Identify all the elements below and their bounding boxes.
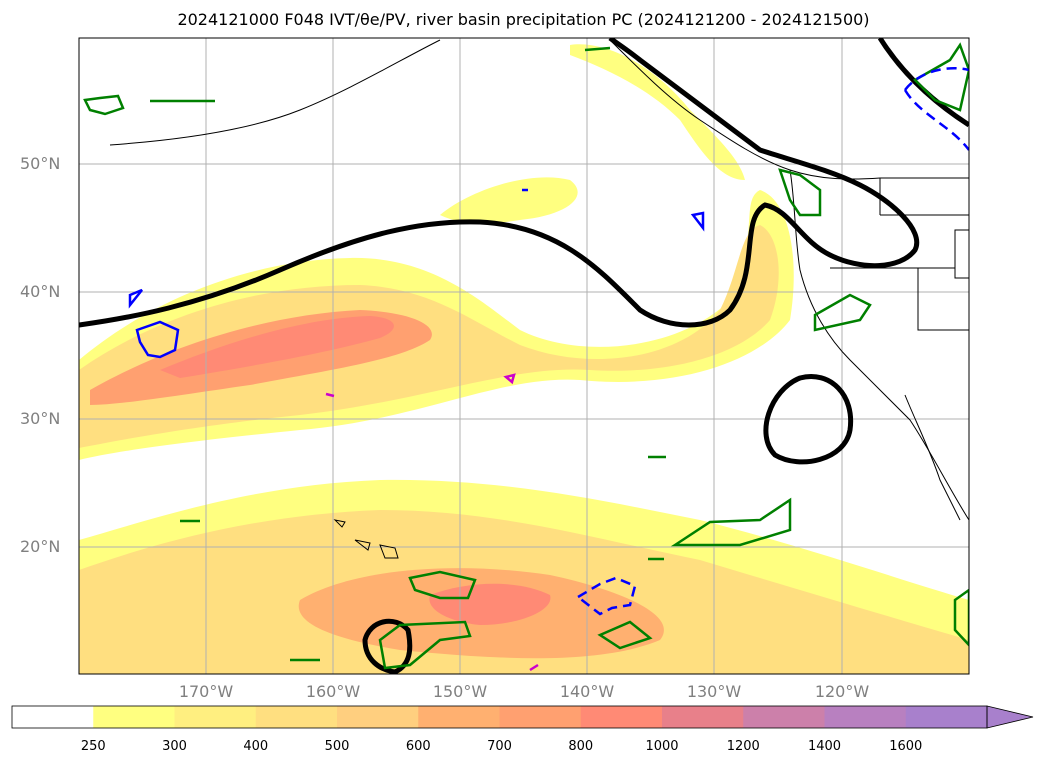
colorbar-frame [11, 705, 988, 729]
colorbar-extend-arrow [986, 705, 1034, 729]
colorbar-tick-label: 300 [162, 739, 187, 754]
colorbar-segment [12, 706, 94, 728]
map-frame [78, 37, 970, 675]
lon-label-130w: 130°W [686, 682, 742, 701]
lat-label-30: 30°N [20, 409, 61, 428]
ivt-shading [79, 44, 969, 674]
lon-label-120w: 120°W [814, 682, 870, 701]
lat-label-20: 20°N [20, 537, 61, 556]
colorbar-tick-label: 500 [324, 739, 350, 754]
colorbar-tick-label: 1600 [889, 739, 923, 754]
colorbar-segment [905, 706, 988, 728]
colorbar-tick-label: 250 [80, 739, 106, 754]
magenta-contours [325, 373, 539, 672]
colorbar-segment [743, 706, 825, 728]
colorbar-segment [255, 706, 338, 728]
colorbar-tick-label: 700 [487, 739, 512, 754]
colorbar-segment [499, 706, 582, 728]
colorbar-segment [337, 706, 419, 728]
colorbar-tick-label: 400 [243, 739, 269, 754]
graticule [79, 38, 969, 674]
colorbar-tick-label: 800 [568, 739, 594, 754]
pv-positive-contours [83, 42, 969, 670]
lon-label-150w: 150°W [432, 682, 488, 701]
colorbar [11, 705, 1034, 729]
chart-title: 2024121000 F048 IVT/θe/PV, river basin p… [177, 10, 870, 29]
colorbar-segment [580, 706, 663, 728]
lat-label-50: 50°N [20, 154, 61, 173]
colorbar-tick-label: 600 [405, 739, 431, 754]
colorbar-segment [662, 706, 744, 728]
colorbar-tick-label: 1000 [645, 739, 679, 754]
lon-label-160w: 160°W [305, 682, 361, 701]
lon-label-140w: 140°W [559, 682, 615, 701]
lon-label-170w: 170°W [178, 682, 234, 701]
map-plot [78, 37, 970, 675]
lat-label-40: 40°N [20, 282, 61, 301]
colorbar-tick-label: 1400 [807, 739, 842, 754]
colorbar-segment [824, 706, 907, 728]
colorbar-segment [418, 706, 500, 728]
colorbar-segment [93, 706, 175, 728]
colorbar-tick-label: 1200 [726, 739, 760, 754]
pv-negative-contours [128, 66, 969, 616]
colorbar-segment [174, 706, 257, 728]
